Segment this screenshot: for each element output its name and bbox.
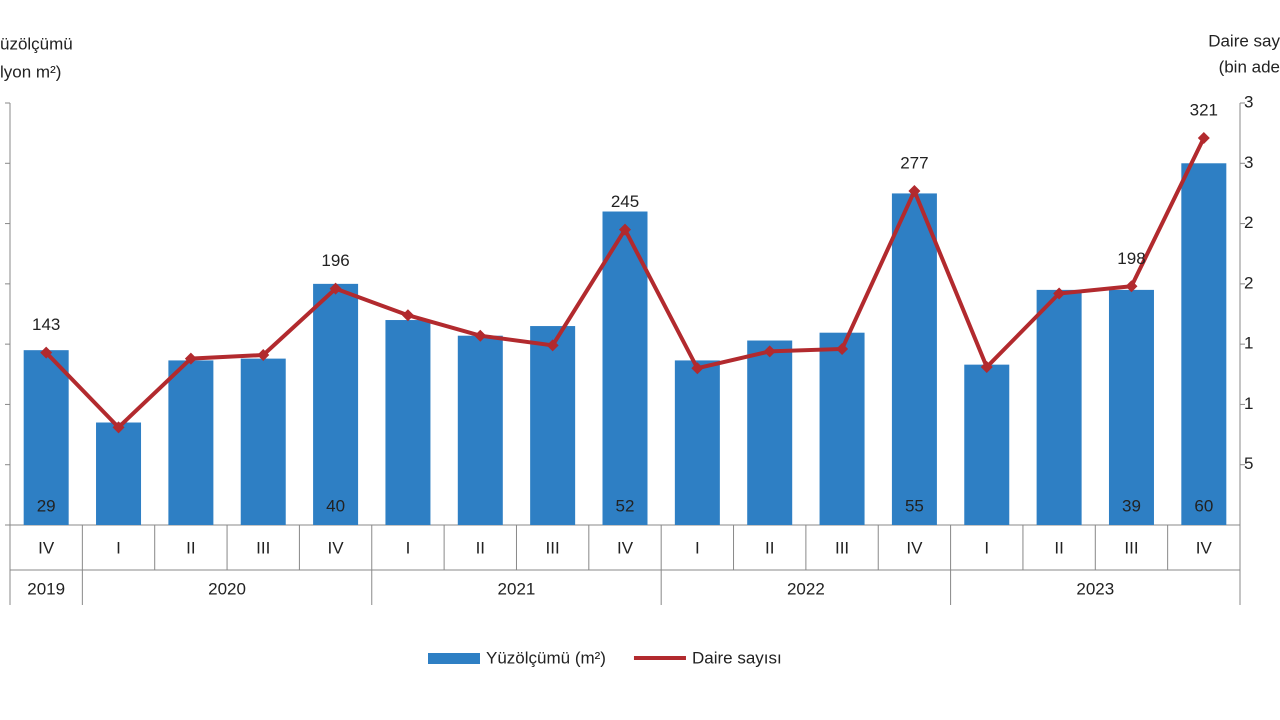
bar: [674, 360, 720, 525]
x-tick-label: III: [1124, 538, 1138, 557]
line-marker: [908, 185, 921, 198]
x-tick-label: IV: [906, 538, 923, 557]
y-axis-label: lyon m²): [0, 62, 61, 81]
line-marker: [184, 352, 197, 365]
x-tick-label: IV: [1196, 538, 1213, 557]
bar: [891, 193, 937, 525]
x-tick-label: I: [695, 538, 700, 557]
y2-tick-label: 2: [1244, 213, 1253, 232]
line-marker: [40, 346, 53, 359]
x-tick-label: III: [546, 538, 560, 557]
bar-value-label: 39: [1122, 496, 1141, 515]
legend-label: Daire sayısı: [692, 648, 782, 667]
y2-tick-label: 5: [1244, 454, 1253, 473]
x-tick-label: III: [835, 538, 849, 557]
x-tick-label: II: [1054, 538, 1063, 557]
line-marker: [691, 362, 704, 375]
year-label: 2020: [208, 579, 246, 598]
bar: [457, 335, 503, 525]
line-marker: [546, 339, 559, 352]
bar: [240, 358, 286, 525]
legend-label: Yüzölçümü (m²): [486, 648, 606, 667]
line-marker: [401, 309, 414, 322]
x-tick-label: I: [984, 538, 989, 557]
line-value-label: 321: [1190, 100, 1218, 119]
line-marker: [980, 361, 993, 374]
legend-swatch: [428, 653, 480, 664]
x-tick-label: IV: [328, 538, 345, 557]
bar: [168, 360, 214, 525]
bar: [964, 364, 1010, 525]
y2-tick-label: 2: [1244, 273, 1253, 292]
x-tick-label: II: [765, 538, 774, 557]
line-marker: [619, 223, 631, 236]
line-value-label: 198: [1117, 249, 1145, 268]
year-label: 2022: [787, 579, 825, 598]
x-tick-label: I: [116, 538, 121, 557]
x-tick-label: I: [406, 538, 411, 557]
y2-axis-label: (bin ade: [1219, 57, 1280, 76]
bar: [602, 211, 648, 525]
bar-value-label: 40: [326, 496, 345, 515]
y2-tick-label: 1: [1244, 394, 1253, 413]
y2-tick-label: 1: [1244, 334, 1253, 353]
year-label: 2023: [1076, 579, 1114, 598]
bar: [313, 283, 359, 525]
bar: [96, 422, 142, 525]
x-tick-label: IV: [617, 538, 634, 557]
line-marker: [836, 342, 849, 355]
y2-tick-label: 3: [1244, 153, 1253, 172]
bar: [819, 332, 865, 525]
bar-value-label: 55: [905, 496, 924, 515]
bar-value-label: 60: [1194, 496, 1213, 515]
bar: [1181, 163, 1227, 526]
line-value-label: 196: [321, 251, 349, 270]
bar: [530, 326, 576, 525]
line-value-label: 277: [900, 154, 928, 173]
y-axis-label: üzölçümü: [0, 34, 73, 53]
x-tick-label: III: [256, 538, 270, 557]
bar: [1036, 289, 1082, 525]
line-marker: [474, 329, 487, 342]
x-tick-label: II: [476, 538, 485, 557]
line-value-label: 143: [32, 315, 60, 334]
year-label: 2019: [27, 579, 65, 598]
bar: [385, 320, 431, 525]
bar: [1108, 289, 1154, 525]
bar: [747, 340, 793, 525]
bar: [23, 350, 69, 525]
x-tick-label: II: [186, 538, 195, 557]
year-label: 2021: [498, 579, 536, 598]
bar-value-label: 52: [616, 496, 635, 515]
line-marker: [329, 282, 342, 295]
line-marker: [257, 348, 270, 361]
bar-value-label: 29: [37, 496, 56, 515]
line-marker: [763, 345, 776, 358]
y2-tick-label: 3: [1244, 92, 1253, 111]
line-marker: [112, 421, 125, 434]
line-marker: [1053, 287, 1066, 300]
line-marker: [1197, 131, 1210, 144]
line-marker: [1125, 280, 1138, 293]
line-value-label: 245: [611, 192, 639, 211]
x-tick-label: IV: [38, 538, 55, 557]
y2-axis-label: Daire say: [1208, 31, 1280, 50]
